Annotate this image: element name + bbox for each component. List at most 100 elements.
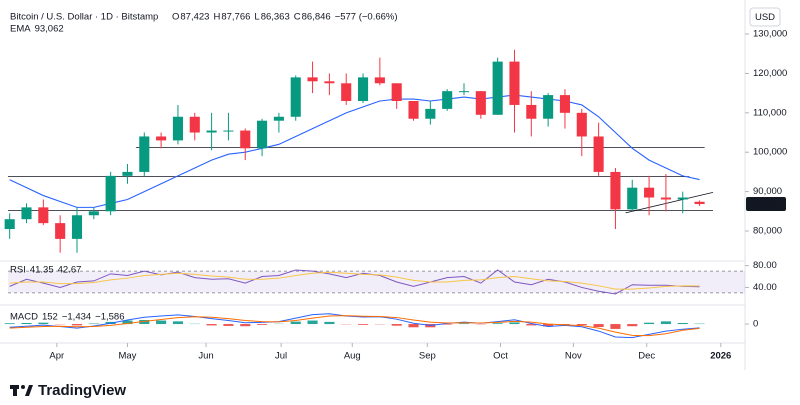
macd-histogram-bar bbox=[308, 321, 318, 325]
ema-value: 93,062 bbox=[35, 24, 64, 35]
ohlc-value: 87,423 bbox=[180, 12, 209, 23]
candle-body bbox=[459, 91, 469, 92]
candle-body bbox=[644, 188, 654, 198]
y-tick-label: 80,000 bbox=[753, 226, 782, 237]
x-tick-label: 2026 bbox=[710, 351, 731, 362]
macd-histogram-bar bbox=[358, 324, 368, 325]
macd-histogram-bar bbox=[223, 324, 233, 326]
macd-histogram-bar bbox=[509, 322, 519, 324]
x-tick-label: Jul bbox=[275, 351, 287, 362]
macd-tick-label: 0 bbox=[753, 319, 758, 330]
candle-body bbox=[627, 188, 637, 210]
macd-histogram-bar bbox=[5, 323, 15, 324]
candle-body bbox=[408, 101, 418, 119]
macd-histogram-bar bbox=[493, 323, 503, 324]
macd-histogram-bar bbox=[610, 324, 620, 329]
macd-name: MACD bbox=[10, 312, 38, 323]
macd-histogram-bar bbox=[678, 323, 688, 324]
macd-histogram-bar bbox=[89, 324, 99, 325]
candle-body bbox=[695, 202, 705, 204]
rsi-value: 42.67 bbox=[58, 265, 82, 276]
candle-body bbox=[509, 62, 519, 105]
candle-body bbox=[5, 219, 15, 229]
candle-body bbox=[207, 131, 217, 133]
logo-part bbox=[13, 385, 17, 396]
macd-histogram-bar bbox=[38, 323, 48, 324]
candle-body bbox=[190, 117, 200, 133]
x-tick-label: Oct bbox=[493, 351, 508, 362]
ohlc-value: 86,846 bbox=[302, 12, 331, 23]
macd-histogram-bar bbox=[661, 321, 671, 324]
ohlc-value: 86,363 bbox=[261, 12, 290, 23]
macd-histogram-bar bbox=[594, 324, 604, 327]
candle-body bbox=[106, 176, 116, 211]
candle-body bbox=[594, 136, 604, 171]
ohlc-value: 87,766 bbox=[221, 12, 250, 23]
candle-body bbox=[223, 131, 233, 132]
candle-body bbox=[122, 172, 132, 176]
macd-histogram-bar bbox=[207, 324, 217, 325]
candle-body bbox=[560, 95, 570, 113]
candle-body bbox=[308, 77, 318, 81]
rsi-value: 41.35 bbox=[30, 265, 54, 276]
candle-body bbox=[55, 223, 65, 239]
ohlc-key: H bbox=[213, 12, 220, 23]
macd-value: 152 bbox=[42, 312, 58, 323]
candle-body bbox=[543, 95, 553, 119]
x-tick-label: Jun bbox=[198, 351, 213, 362]
macd-histogram-bar bbox=[627, 324, 637, 326]
logo-part bbox=[21, 385, 25, 389]
candle-body bbox=[21, 207, 31, 219]
candle-body bbox=[358, 77, 368, 101]
candle-body bbox=[661, 198, 671, 200]
candle-body bbox=[476, 91, 486, 115]
ohlc-key: O bbox=[172, 12, 179, 23]
currency: USD bbox=[755, 12, 775, 23]
candle-body bbox=[392, 83, 402, 101]
candle-body bbox=[139, 136, 149, 171]
brand-name: TradingView bbox=[38, 382, 126, 399]
x-tick-label: May bbox=[118, 351, 136, 362]
change: −577 (−0.66%) bbox=[335, 12, 398, 23]
candle-body bbox=[173, 117, 183, 141]
y-tick-label: 130,000 bbox=[753, 29, 787, 40]
candle-body bbox=[375, 77, 385, 83]
chart-title: Bitcoin / U.S. Dollar · 1D · Bitstamp bbox=[10, 12, 158, 23]
x-tick-label: Apr bbox=[49, 351, 64, 362]
x-tick-label: Aug bbox=[344, 351, 361, 362]
ohlc-key: C bbox=[294, 12, 301, 23]
candle-body bbox=[610, 172, 620, 209]
macd-histogram-bar bbox=[21, 323, 31, 324]
candle-body bbox=[493, 62, 503, 115]
rsi-tick-label: 40.00 bbox=[753, 282, 777, 293]
macd-histogram-bar bbox=[257, 324, 267, 325]
logo-part bbox=[25, 385, 33, 396]
y-tick-label: 90,000 bbox=[753, 186, 782, 197]
y-tick-label: 120,000 bbox=[753, 68, 787, 79]
macd-histogram-bar bbox=[408, 324, 418, 327]
candle-body bbox=[324, 81, 334, 83]
macd-histogram-bar bbox=[392, 324, 402, 326]
macd-value: −1,434 bbox=[62, 312, 91, 323]
x-tick-label: Dec bbox=[638, 351, 655, 362]
candle-body bbox=[156, 136, 166, 140]
macd-histogram-bar bbox=[156, 321, 166, 325]
ema-name: EMA bbox=[10, 24, 31, 35]
candle-body bbox=[678, 198, 688, 200]
macd-histogram-bar bbox=[72, 324, 82, 325]
y-tick-label: 110,000 bbox=[753, 107, 787, 118]
macd-histogram-bar bbox=[459, 324, 469, 325]
candle-body bbox=[442, 91, 452, 109]
x-tick-label: Sep bbox=[419, 351, 436, 362]
macd-histogram-bar bbox=[644, 323, 654, 324]
candle-body bbox=[257, 121, 267, 149]
candle-body bbox=[341, 83, 351, 101]
macd-histogram-bar bbox=[324, 322, 334, 324]
candle-body bbox=[425, 109, 435, 119]
candle-body bbox=[89, 211, 99, 215]
rsi-name: RSI bbox=[10, 265, 26, 276]
candle-body bbox=[291, 77, 301, 116]
